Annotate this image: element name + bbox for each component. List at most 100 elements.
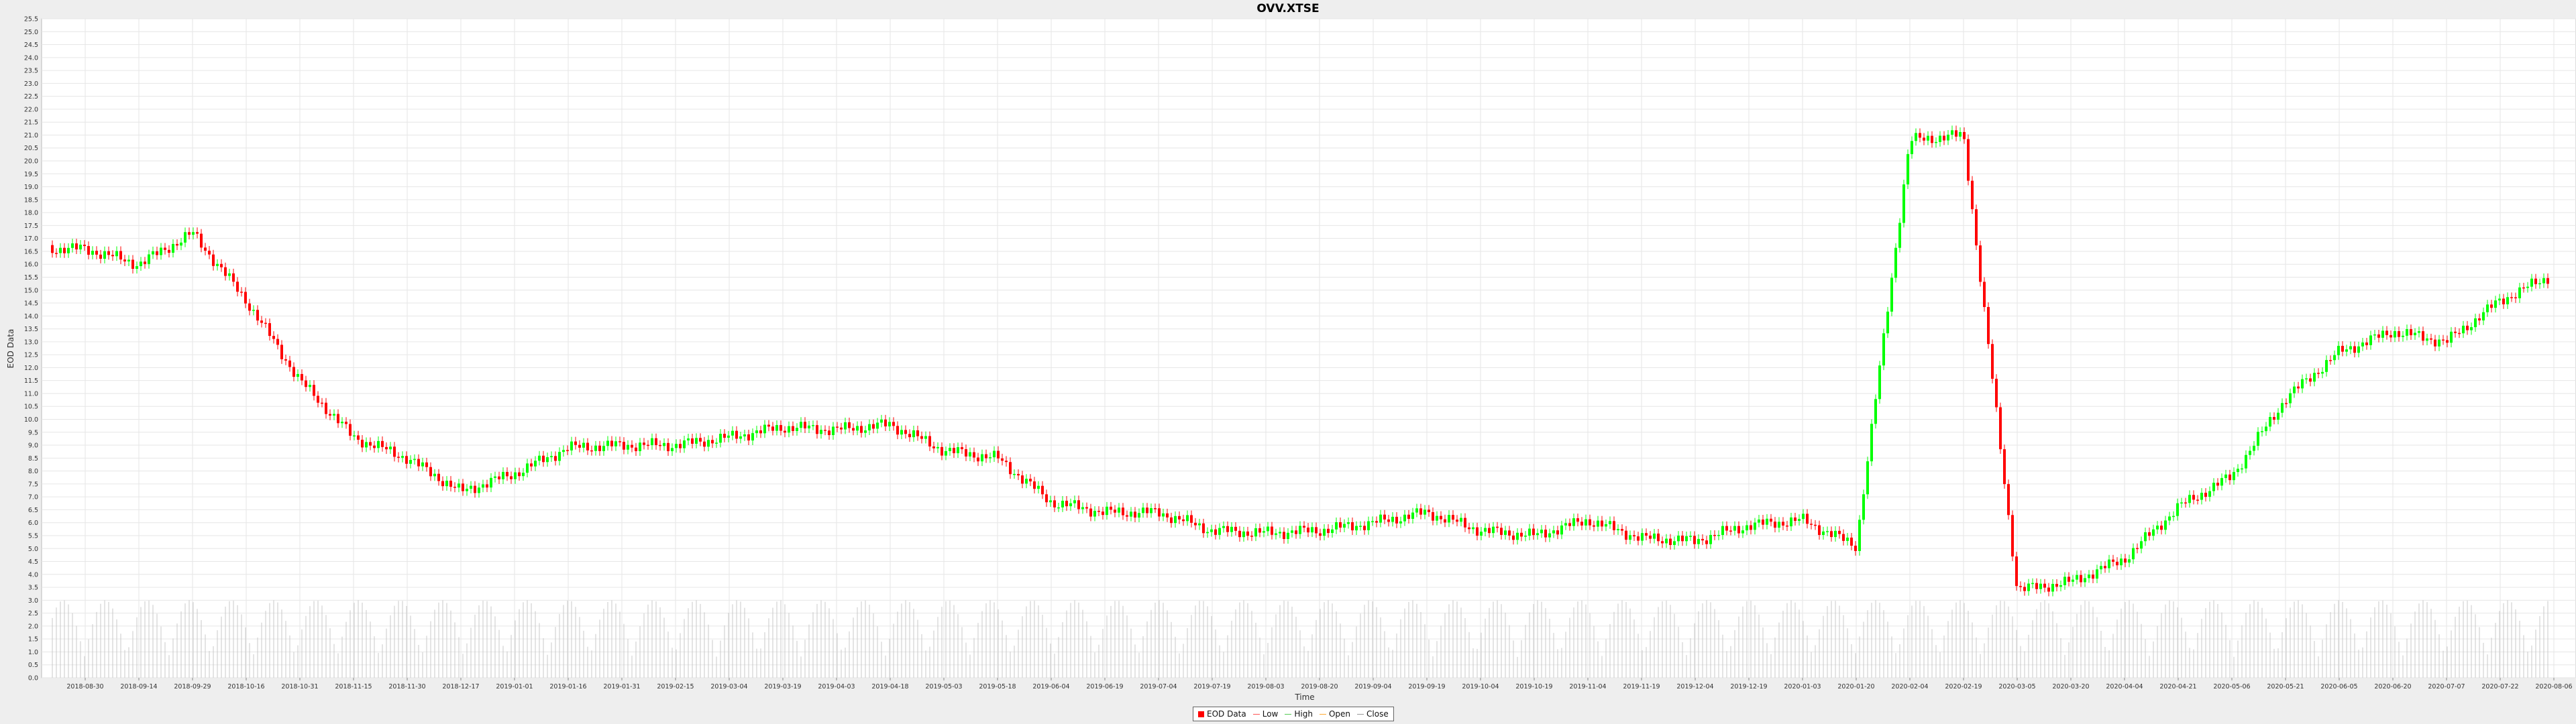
candle-body — [1770, 518, 1772, 522]
candle-body — [1077, 500, 1080, 509]
candle-body — [635, 447, 637, 452]
candle-body — [554, 456, 557, 461]
candle-body — [2068, 577, 2070, 582]
x-tick-label: 2019-09-04 — [1354, 683, 1391, 690]
candle-body — [2261, 431, 2263, 432]
candle-body — [655, 438, 657, 445]
x-tick-label: 2019-06-19 — [1086, 683, 1123, 690]
candle-body — [1846, 537, 1849, 541]
candle-body — [707, 440, 710, 447]
candle-body — [900, 430, 903, 435]
candle-body — [1975, 209, 1978, 246]
legend: EOD Data Low High Open Close — [1193, 707, 1394, 721]
candle-body — [393, 446, 396, 457]
candle-body — [1874, 399, 1877, 424]
candle-body — [904, 430, 907, 434]
candle-body — [1480, 532, 1483, 536]
candle-body — [977, 457, 979, 462]
candle-body — [1766, 518, 1768, 525]
candle-body — [75, 243, 78, 250]
candle-body — [1061, 500, 1064, 507]
candle-body — [820, 430, 822, 434]
candle-body — [240, 292, 243, 293]
x-axis: 2018-08-30 2018-09-14 2018-09-29 2018-10-16… — [66, 678, 2573, 690]
y-tick-label: 20.5 — [24, 145, 38, 152]
candle-body — [1110, 506, 1112, 510]
candle-body — [1979, 245, 1982, 282]
candle-body — [1295, 530, 1297, 534]
candle-body — [1641, 533, 1644, 541]
candle-body — [1267, 526, 1269, 532]
candle-body — [2345, 349, 2348, 352]
candle-body — [2418, 331, 2420, 333]
x-tick-label: 2019-03-19 — [764, 683, 801, 690]
x-tick-label: 2019-10-19 — [1515, 683, 1552, 690]
candle-body — [2357, 346, 2360, 353]
candle-body — [739, 436, 742, 439]
candle-body — [1834, 530, 1837, 538]
legend-swatch — [1357, 713, 1364, 715]
candle-body — [731, 430, 734, 436]
y-tick-label: 13.5 — [24, 326, 38, 333]
y-tick-label: 6.5 — [28, 507, 38, 514]
x-tick-label: 2020-07-07 — [2428, 683, 2465, 690]
candle-body — [2381, 330, 2384, 338]
candle-body — [888, 422, 891, 427]
candle-body — [586, 442, 589, 450]
candle-body — [2406, 329, 2408, 336]
candle-body — [2241, 468, 2243, 470]
candle-body — [172, 243, 174, 253]
candle-body — [1367, 521, 1370, 530]
candle-body — [743, 434, 746, 436]
candle-body — [1794, 517, 1796, 522]
candle-body — [337, 414, 339, 424]
candle-body — [767, 424, 770, 427]
candle-body — [208, 250, 211, 255]
candle-body — [590, 450, 593, 452]
candle-body — [639, 442, 641, 452]
candle-body — [1468, 527, 1470, 530]
candle-body — [860, 426, 863, 433]
candle-body — [2426, 338, 2428, 341]
candle-body — [2361, 342, 2364, 347]
x-tick-label: 2019-02-15 — [657, 683, 694, 690]
y-tick-label: 5.5 — [28, 532, 38, 540]
candle-body — [252, 310, 255, 311]
candle-body — [1524, 536, 1527, 537]
candle-body — [268, 323, 271, 337]
candle-body — [631, 444, 633, 448]
candle-body — [663, 442, 665, 446]
candle-body — [453, 487, 456, 488]
x-tick-label: 2019-01-16 — [549, 683, 586, 690]
candle-body — [679, 444, 682, 448]
candle-body — [1287, 532, 1289, 540]
candle-body — [1665, 538, 1668, 544]
candle-body — [1097, 511, 1100, 512]
candle-body — [1585, 519, 1587, 526]
candle-body — [413, 459, 416, 461]
candle-body — [852, 428, 855, 431]
candle-body — [610, 440, 613, 446]
legend-label: EOD Data — [1207, 709, 1246, 719]
candle-body — [1556, 530, 1559, 535]
candle-body — [1271, 526, 1273, 535]
candle-body — [409, 460, 412, 464]
candle-body — [538, 455, 541, 461]
candle-body — [284, 359, 287, 361]
candle-body — [2196, 499, 2199, 501]
candle-body — [2168, 516, 2171, 521]
x-tick-label: 2019-09-19 — [1408, 683, 1445, 690]
candle-body — [920, 436, 923, 439]
candle-body — [522, 473, 525, 477]
candle-body — [1428, 509, 1430, 512]
x-tick-label: 2019-10-04 — [1462, 683, 1499, 690]
candle-body — [437, 473, 440, 481]
candle-body — [1283, 532, 1285, 540]
candle-body — [236, 282, 239, 292]
x-tick-label: 2018-11-30 — [388, 683, 425, 690]
candle-body — [2273, 417, 2275, 420]
candle-body — [212, 254, 215, 266]
candle-body — [2176, 503, 2179, 516]
candle-body — [924, 436, 927, 439]
candle-body — [1967, 139, 1970, 181]
